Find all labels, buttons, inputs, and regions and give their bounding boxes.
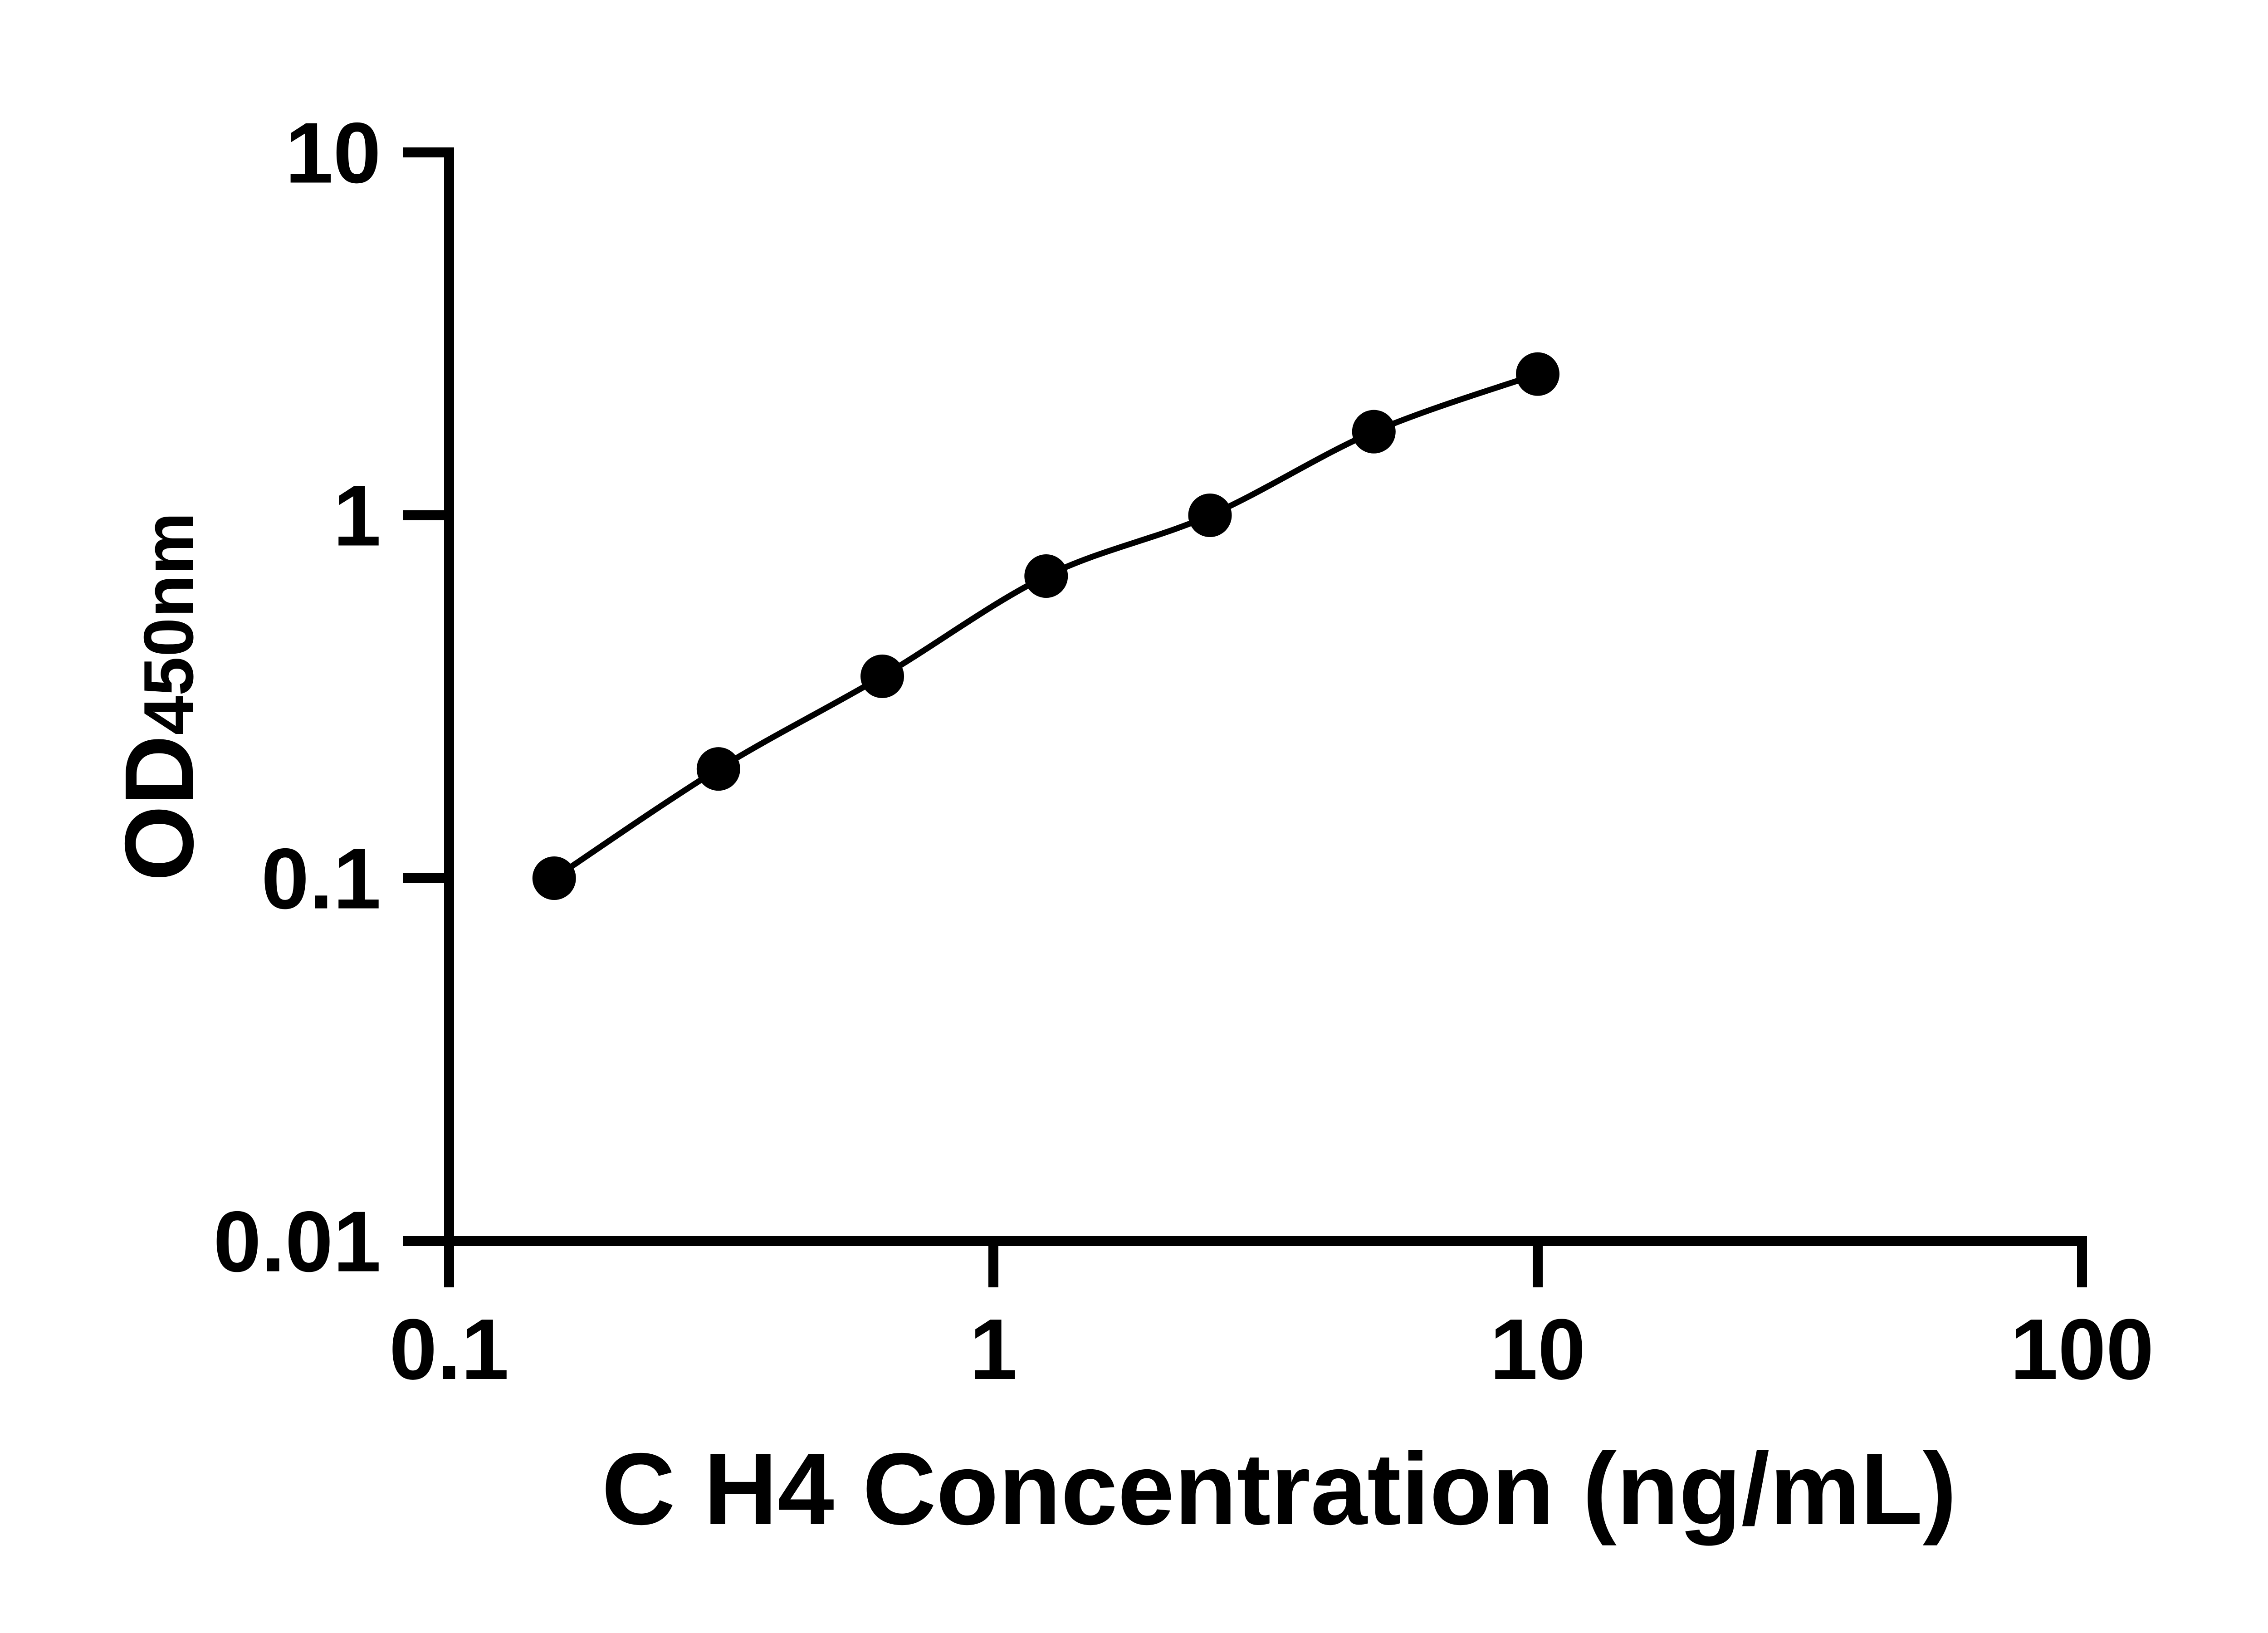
x-axis-title: C H4 Concentration (ng/mL) [601, 1432, 1956, 1546]
y-axis-title-main: OD [104, 735, 214, 881]
data-point-marker [860, 654, 904, 698]
y-tick-label: 10 [285, 105, 381, 201]
x-tick-label: 1 [969, 1301, 1017, 1398]
y-tick-label: 1 [333, 468, 381, 564]
data-point-marker [1516, 352, 1559, 396]
y-tick-label: 0.1 [261, 831, 381, 927]
data-point-marker [696, 747, 740, 791]
data-point-marker [532, 856, 576, 900]
x-tick-label: 100 [2010, 1301, 2154, 1398]
y-axis-title: OD450nm [104, 512, 214, 881]
y-axis-title-sub: 450nm [129, 512, 208, 735]
x-tick-label: 10 [1490, 1301, 1585, 1398]
y-tick-label: 0.01 [213, 1194, 381, 1290]
data-point-marker [1024, 554, 1068, 598]
data-point-marker [1352, 410, 1396, 454]
x-tick-label: 0.1 [389, 1301, 509, 1398]
standard-curve-line [551, 371, 1541, 881]
series [532, 352, 1559, 900]
data-point-marker [1188, 494, 1232, 537]
